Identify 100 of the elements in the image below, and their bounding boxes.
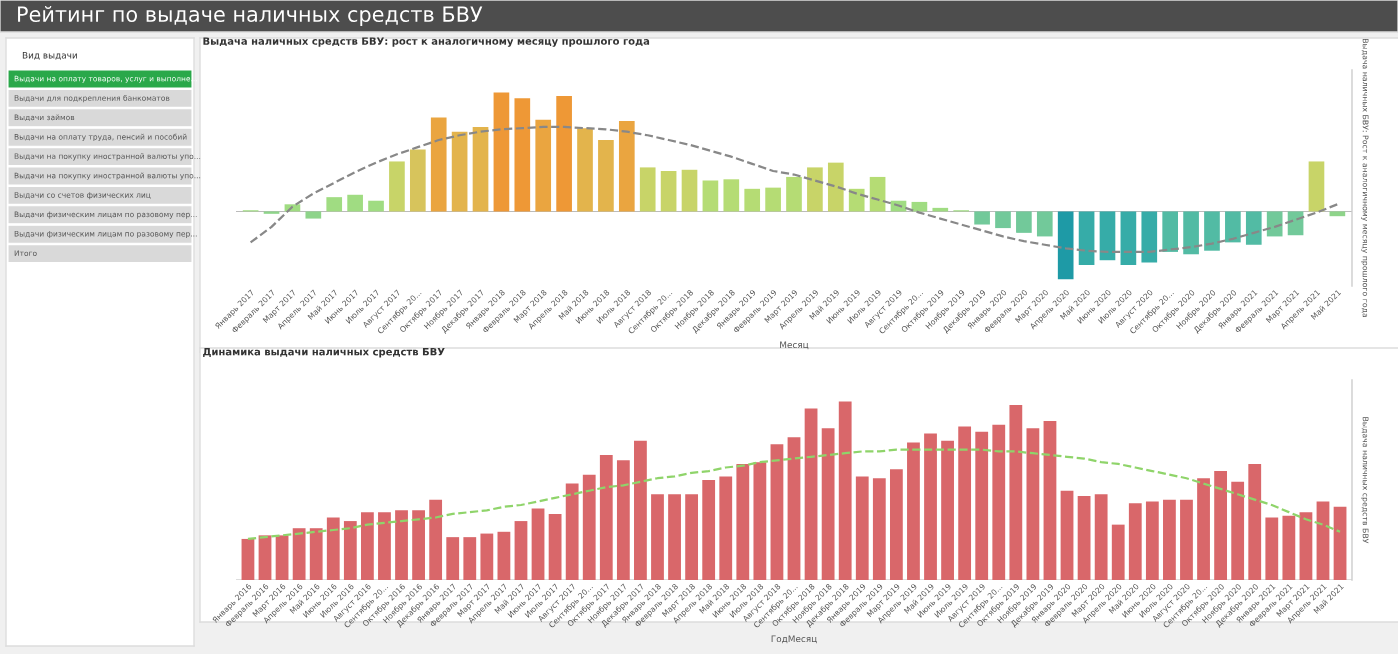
bar — [1333, 506, 1347, 580]
bar — [872, 478, 886, 580]
bar — [618, 120, 635, 212]
bar — [1282, 515, 1296, 580]
bar — [514, 521, 528, 580]
bar — [497, 531, 511, 580]
bar — [787, 437, 801, 580]
bar — [907, 442, 920, 580]
bar — [681, 169, 698, 212]
bar — [430, 117, 447, 212]
bar — [1180, 499, 1193, 580]
bar — [556, 95, 572, 212]
bar — [992, 424, 1006, 580]
bar — [848, 188, 865, 212]
bar — [480, 533, 494, 580]
bar — [1009, 405, 1023, 580]
bar — [1145, 501, 1159, 580]
bar — [668, 494, 681, 580]
bar — [719, 476, 733, 580]
bar — [1099, 211, 1116, 261]
bar — [975, 431, 989, 580]
bar — [343, 521, 357, 580]
bar — [347, 194, 363, 212]
bar — [753, 462, 767, 580]
bar — [1077, 496, 1091, 580]
bar — [361, 512, 374, 580]
bar — [1299, 512, 1313, 580]
bar — [368, 200, 384, 212]
bar — [634, 440, 647, 580]
bar — [1204, 211, 1220, 251]
bar — [389, 161, 405, 212]
bar — [598, 140, 614, 212]
bar — [1214, 471, 1227, 580]
bar — [1120, 211, 1137, 265]
bar — [472, 126, 489, 212]
bar — [409, 149, 426, 212]
bar — [1094, 494, 1108, 580]
bar — [765, 187, 781, 212]
bar — [702, 480, 716, 580]
bar — [924, 433, 937, 580]
bar — [889, 469, 903, 580]
bar — [1266, 211, 1283, 237]
bar — [941, 440, 954, 580]
bar — [451, 131, 468, 212]
bar — [1248, 463, 1262, 580]
bar — [995, 211, 1011, 229]
bar — [599, 455, 613, 580]
bar — [958, 426, 972, 580]
bar — [1043, 421, 1057, 580]
bar — [702, 180, 719, 212]
bar — [804, 408, 818, 580]
bar — [1060, 490, 1074, 580]
bar — [1225, 211, 1241, 243]
bar — [838, 401, 852, 580]
bar — [1016, 211, 1032, 233]
bar — [275, 535, 289, 580]
bar — [660, 170, 677, 212]
bar — [723, 179, 740, 212]
bar — [639, 167, 656, 212]
bar — [855, 476, 869, 580]
bar — [1026, 428, 1040, 580]
bar — [531, 508, 545, 580]
bar — [786, 176, 802, 212]
bar — [582, 474, 596, 580]
text: Рейтинг по выдаче наличных средств БВУ — [18, 6, 483, 27]
bar — [577, 128, 593, 212]
bar — [616, 460, 630, 580]
bar — [514, 98, 531, 212]
bar — [395, 510, 408, 580]
bar — [429, 499, 443, 580]
bar — [1162, 211, 1179, 252]
bar — [974, 211, 990, 225]
bar — [770, 444, 784, 580]
bar — [1316, 501, 1330, 580]
bar — [1111, 524, 1125, 580]
bar — [326, 197, 343, 212]
bar — [258, 535, 272, 580]
bar — [821, 428, 835, 580]
bar — [651, 494, 664, 580]
bar — [1036, 211, 1053, 237]
bar — [685, 494, 699, 580]
bar — [565, 483, 579, 580]
bar — [869, 176, 886, 212]
bar — [309, 528, 323, 580]
bar — [827, 162, 844, 212]
bar — [1078, 211, 1095, 265]
bar — [1197, 478, 1210, 580]
bar — [807, 167, 823, 212]
bar — [548, 513, 562, 580]
bar — [535, 119, 552, 212]
bar — [744, 188, 761, 212]
bar — [1265, 517, 1279, 580]
bar — [463, 537, 477, 580]
bar — [736, 463, 750, 580]
bar — [292, 528, 306, 580]
bar — [446, 537, 460, 580]
bar — [1329, 211, 1346, 217]
bar — [1141, 211, 1158, 263]
bar — [1057, 211, 1074, 280]
bar — [1308, 161, 1325, 212]
